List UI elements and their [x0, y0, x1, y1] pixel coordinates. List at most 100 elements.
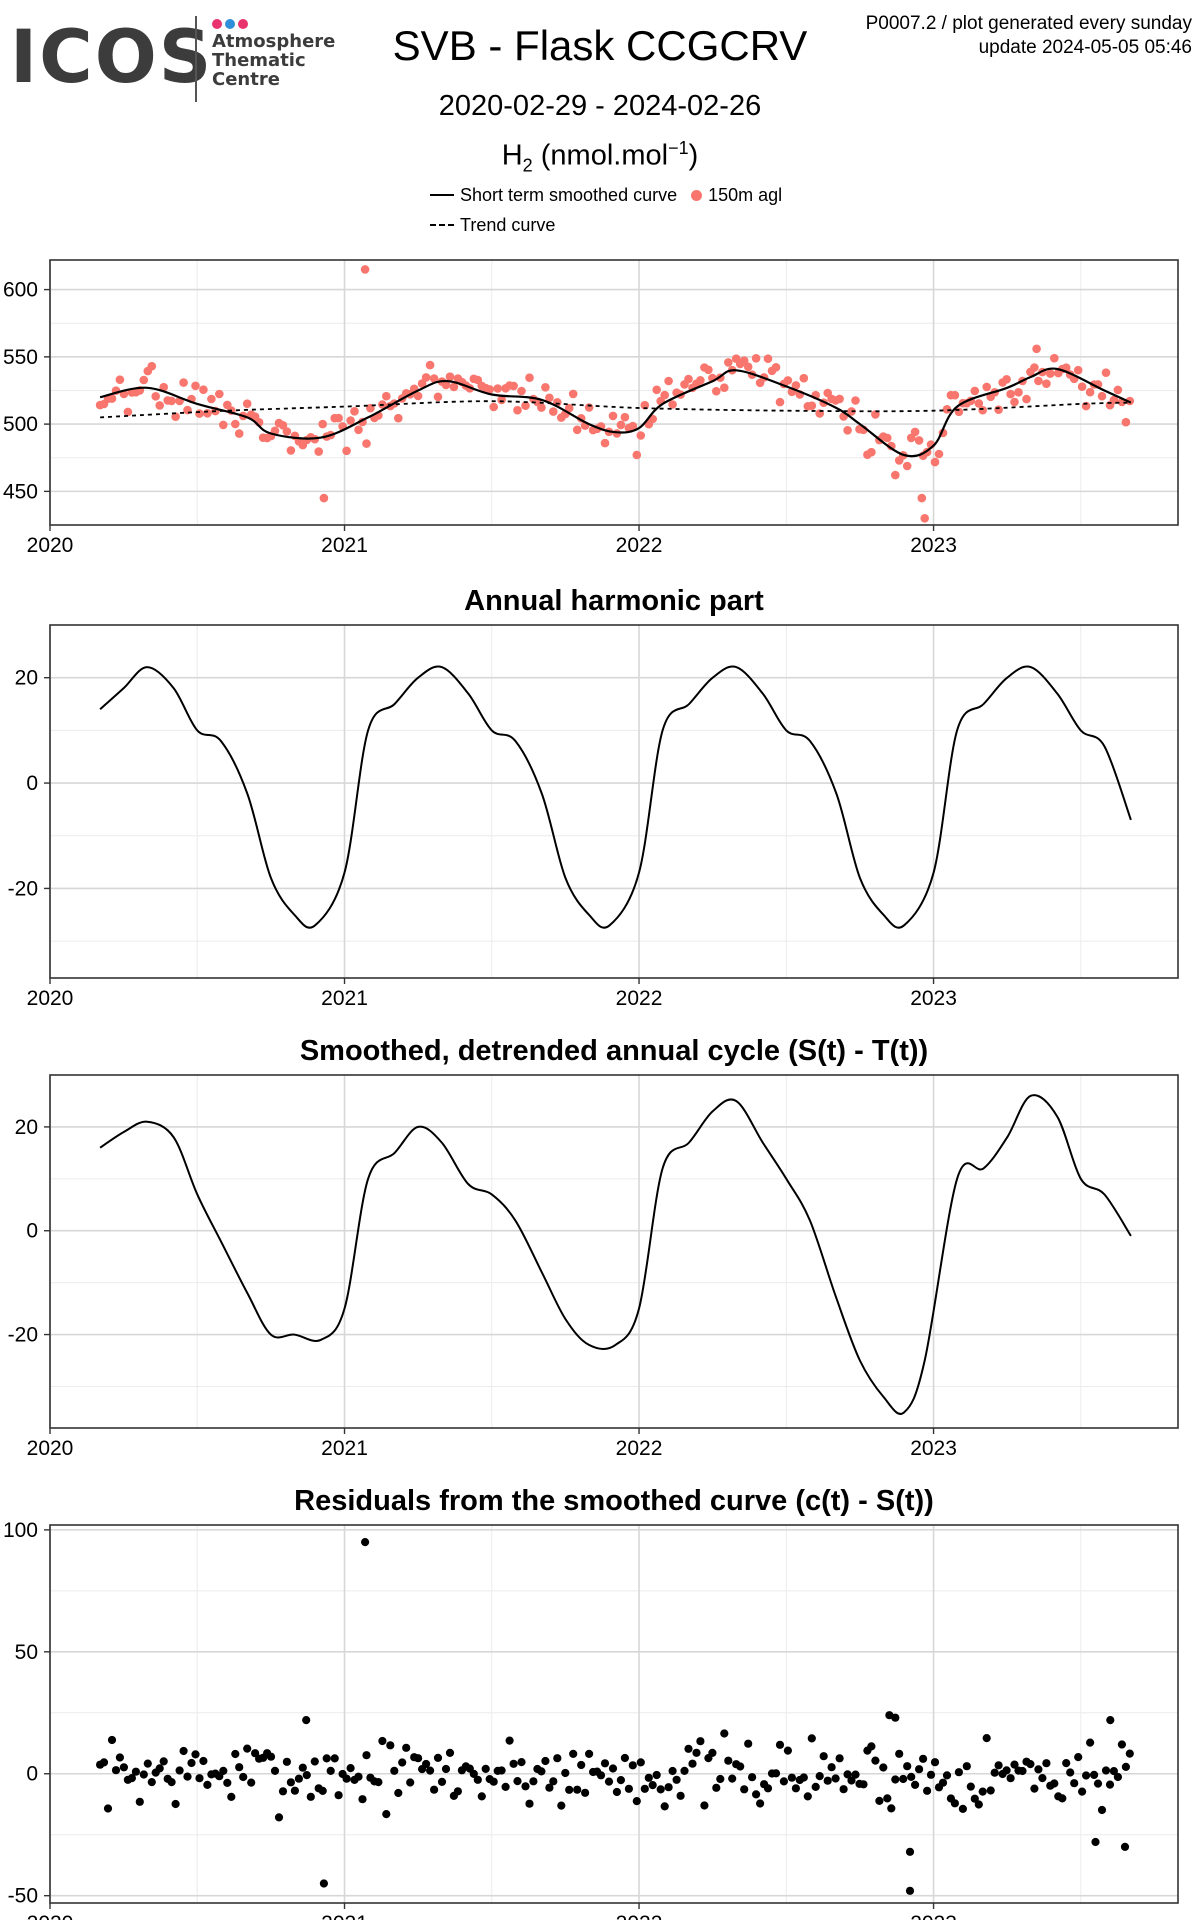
- residual-point: [847, 1776, 856, 1785]
- data-point: [1010, 397, 1019, 407]
- residual-point: [386, 1741, 395, 1750]
- y-tick-label: 550: [3, 346, 38, 369]
- data-point: [934, 449, 944, 459]
- residual-point: [346, 1764, 355, 1773]
- x-tick-label: 2021: [321, 534, 368, 557]
- residual-point: [537, 1767, 546, 1776]
- data-point: [1014, 388, 1023, 397]
- residual-point: [962, 1762, 971, 1771]
- residual-point: [632, 1797, 641, 1806]
- residual-point: [728, 1774, 737, 1783]
- data-point-outlier: [360, 265, 370, 274]
- legend: Short term smoothed curve 150m agl Trend…: [430, 180, 782, 240]
- series-line: [99, 665, 1132, 929]
- y-tick-label: 500: [3, 413, 38, 436]
- data-point: [584, 403, 594, 412]
- data-point: [445, 372, 455, 381]
- residual-point: [239, 1772, 248, 1782]
- data-point: [799, 373, 809, 383]
- residual-point: [740, 1785, 749, 1794]
- residual-point-outlier: [891, 1713, 900, 1722]
- legend-trend-label: Trend curve: [460, 214, 556, 235]
- data-point: [139, 375, 149, 385]
- residual-point: [437, 1777, 447, 1786]
- data-point: [1113, 385, 1123, 395]
- data-point: [147, 361, 157, 371]
- residual-point: [978, 1787, 987, 1796]
- point-icon: [691, 189, 703, 201]
- residual-point: [525, 1799, 534, 1808]
- residual-point: [310, 1757, 319, 1766]
- residual-point: [783, 1746, 793, 1755]
- residual-point: [720, 1729, 729, 1738]
- header: ICOS Atmosphere Thematic Centre SVB - Fl…: [0, 0, 1200, 250]
- residual-point: [799, 1773, 808, 1782]
- residual-point: [203, 1780, 212, 1789]
- data-point: [847, 407, 856, 416]
- residual-point: [282, 1757, 291, 1766]
- residual-point: [298, 1763, 307, 1772]
- smoothed-curve-line: [99, 367, 1132, 458]
- data-point: [417, 379, 427, 388]
- residual-point: [473, 1775, 482, 1784]
- residual-point: [171, 1799, 180, 1809]
- residual-point: [111, 1766, 121, 1775]
- data-point: [942, 405, 952, 414]
- y-tick-label: -20: [8, 1324, 38, 1347]
- residual-point: [1121, 1762, 1130, 1771]
- legend-points-label: 150m agl: [708, 184, 783, 205]
- residual-point: [791, 1784, 801, 1793]
- residual-point: [139, 1770, 148, 1779]
- residual-point: [521, 1782, 530, 1791]
- data-point: [318, 419, 328, 429]
- data-point: [151, 392, 160, 401]
- panel-title: Residuals from the smoothed curve (c(t) …: [294, 1485, 934, 1517]
- residual-point: [1097, 1805, 1107, 1815]
- data-point: [1046, 369, 1055, 378]
- data-point: [1121, 417, 1131, 427]
- residual-point: [107, 1735, 117, 1745]
- residual-point: [664, 1783, 673, 1792]
- residual-point: [517, 1758, 526, 1767]
- data-point: [982, 382, 991, 392]
- residual-point: [883, 1794, 892, 1803]
- data-point: [171, 412, 180, 421]
- meta-line: P0007.2 / plot generated every sunday: [865, 13, 1192, 34]
- residual-point: [426, 1766, 435, 1775]
- data-point: [382, 391, 391, 401]
- residual-point: [811, 1782, 820, 1791]
- x-tick-label: 2020: [27, 987, 74, 1010]
- residual-point: [378, 1736, 387, 1746]
- data-point: [620, 412, 630, 422]
- residual-point: [895, 1749, 904, 1758]
- residual-point: [529, 1777, 538, 1786]
- data-point: [425, 360, 435, 370]
- data-point: [994, 405, 1003, 414]
- residual-point: [926, 1770, 936, 1779]
- data-point: [843, 426, 852, 435]
- residual-point: [827, 1763, 836, 1772]
- residual-point: [756, 1799, 765, 1808]
- residual-point: [620, 1753, 630, 1763]
- data-point: [179, 378, 188, 387]
- trend-curve-line: [100, 400, 1131, 419]
- residual-point: [950, 1799, 960, 1808]
- data-point: [1097, 391, 1107, 401]
- residual-point: [1006, 1774, 1015, 1783]
- residual-point: [867, 1742, 876, 1751]
- residual-point: [624, 1784, 634, 1793]
- residual-point: [859, 1780, 868, 1789]
- residual-point: [966, 1782, 975, 1791]
- residual-point: [648, 1781, 657, 1790]
- residual-point: [127, 1774, 136, 1783]
- residual-point: [596, 1771, 606, 1780]
- residual-point: [1030, 1784, 1039, 1793]
- residual-point: [1125, 1749, 1134, 1758]
- panel-detrended-cycle: Smoothed, detrended annual cycle (S(t) -…: [8, 1035, 1179, 1460]
- logo-subtitle-line: Thematic: [212, 50, 306, 71]
- residual-point: [680, 1766, 689, 1775]
- residual-point: [183, 1772, 192, 1781]
- data-point: [123, 407, 133, 417]
- residual-point: [684, 1744, 693, 1753]
- residual-point: [903, 1762, 912, 1771]
